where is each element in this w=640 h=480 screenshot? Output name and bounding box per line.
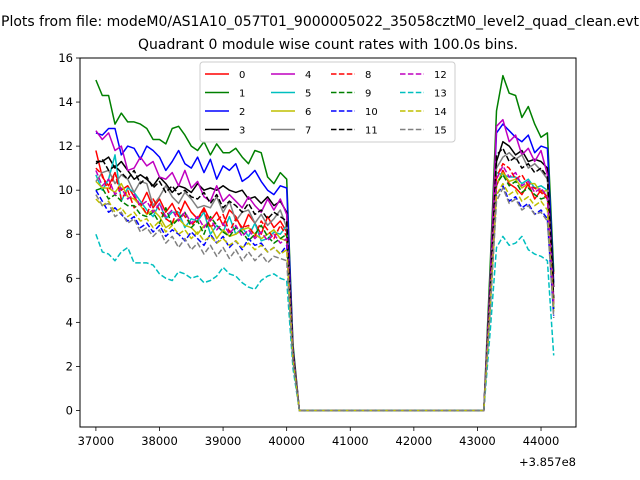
plot-frame [79, 57, 577, 428]
legend-label-15: 15 [434, 126, 447, 137]
y-tick-label: 8 [66, 227, 73, 241]
chart-title: Quadrant 0 module wise count rates with … [138, 37, 518, 53]
legend-label-10: 10 [365, 107, 378, 118]
legend-label-11: 11 [365, 126, 378, 137]
legend-label-4: 4 [305, 70, 311, 81]
y-tick-label: 2 [66, 359, 73, 373]
x-tick-label: 39000 [205, 434, 242, 448]
y-axis-ticks: 0 2 4 6 8 10 12 14 16 [58, 51, 80, 417]
legend-label-9: 9 [365, 89, 371, 100]
y-tick-label: 4 [66, 315, 73, 329]
y-tick-label: 14 [58, 95, 73, 109]
legend-frame [199, 61, 456, 143]
figure-suptitle: Plots from file: modeM0/AS1A10_057T01_90… [1, 14, 639, 30]
y-tick-label: 16 [58, 51, 73, 65]
x-tick-label: 43000 [459, 434, 496, 448]
legend-label-5: 5 [305, 89, 311, 100]
x-tick-label: 37000 [78, 434, 115, 448]
legend-label-13: 13 [434, 89, 447, 100]
x-tick-label: 42000 [396, 434, 433, 448]
x-tick-label: 44000 [523, 434, 560, 448]
x-tick-label: 41000 [332, 434, 369, 448]
legend-label-1: 1 [239, 89, 245, 100]
y-tick-label: 12 [58, 139, 73, 153]
x-tick-label: 38000 [141, 434, 178, 448]
legend-label-0: 0 [239, 70, 245, 81]
legend-label-7: 7 [305, 126, 311, 137]
legend-label-8: 8 [365, 70, 371, 81]
legend-label-3: 3 [239, 126, 245, 137]
series-lines [95, 74, 555, 412]
legend-label-14: 14 [434, 107, 447, 118]
y-tick-label: 6 [66, 271, 73, 285]
legend-label-2: 2 [239, 107, 245, 118]
x-axis-offset-label: +3.857e8 [519, 455, 576, 469]
x-axis-ticks: 37000 38000 39000 40000 41000 42000 43000 44000 [78, 427, 560, 448]
y-tick-label: 0 [66, 403, 73, 417]
legend-label-12: 12 [434, 70, 447, 81]
legend-label-6: 6 [305, 107, 311, 118]
x-tick-label: 40000 [268, 434, 305, 448]
series-line-15 [95, 187, 555, 412]
y-tick-label: 10 [58, 183, 73, 197]
